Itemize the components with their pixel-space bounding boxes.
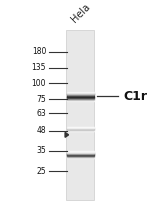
Text: 35: 35 bbox=[36, 146, 46, 155]
Text: 100: 100 bbox=[32, 79, 46, 88]
Text: 180: 180 bbox=[32, 47, 46, 56]
Text: 75: 75 bbox=[36, 95, 46, 104]
Bar bbox=[66, 30, 94, 200]
Text: Hela: Hela bbox=[69, 1, 92, 24]
Text: 63: 63 bbox=[36, 108, 46, 117]
Text: C1r: C1r bbox=[123, 90, 147, 103]
Text: 25: 25 bbox=[37, 167, 46, 176]
Text: 48: 48 bbox=[37, 126, 46, 135]
Text: 135: 135 bbox=[32, 63, 46, 72]
Polygon shape bbox=[65, 132, 69, 137]
